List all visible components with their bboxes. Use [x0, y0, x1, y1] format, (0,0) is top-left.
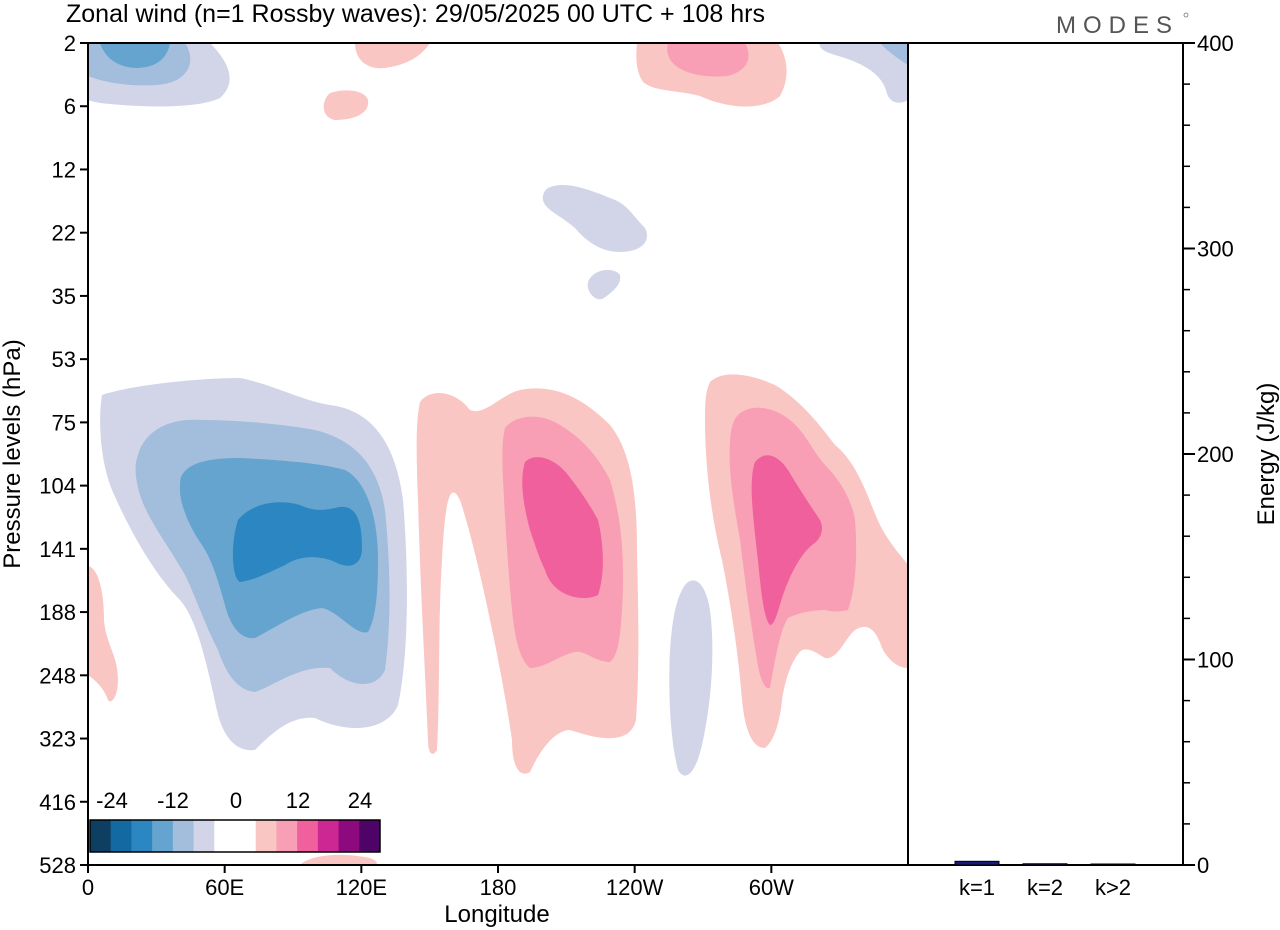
contour-pos-b-core	[751, 455, 823, 625]
energy-tick-label: 100	[1197, 648, 1234, 673]
energy-bar-label: k=1	[959, 875, 995, 900]
contour-pos-bottom-small	[300, 854, 377, 865]
colorbar-label: 24	[348, 788, 372, 813]
colorbar-swatch	[317, 820, 340, 852]
pressure-tick-label: 6	[64, 94, 76, 119]
energy-tick-label: 0	[1197, 853, 1209, 878]
energy-bar	[954, 860, 1000, 866]
energy-bar	[1090, 863, 1136, 866]
x-axis-title: Longitude	[444, 901, 549, 928]
chart-title: Zonal wind (n=1 Rossby waves): 29/05/202…	[66, 0, 765, 28]
pressure-tick-label: 75	[52, 410, 76, 435]
longitude-tick-label: 180	[480, 875, 517, 900]
energy-tick-label: 300	[1197, 237, 1234, 262]
pressure-tick-label: 188	[39, 600, 76, 625]
contour-neg-upper-left-inner	[100, 43, 170, 68]
contour-pos-upper-mid	[667, 43, 749, 77]
pressure-tick-label: 104	[39, 474, 76, 499]
colorbar-label: -12	[157, 788, 189, 813]
colorbar-swatch	[359, 820, 381, 852]
energy-bar	[1022, 863, 1068, 866]
colorbar-swatch	[90, 820, 112, 852]
energy-bars	[954, 860, 1136, 866]
colorbar-swatch	[235, 820, 257, 852]
contour-neg-upper-right-inner	[880, 43, 908, 65]
colorbar-label: 12	[286, 788, 310, 813]
colorbar-swatch	[338, 820, 360, 852]
colorbar-swatch	[110, 820, 132, 852]
logo-registered-mark	[1183, 12, 1189, 18]
contour-neg-main-core	[232, 502, 362, 582]
colorbar-swatch	[255, 820, 277, 852]
pressure-tick-label: 22	[52, 221, 76, 246]
pressure-axis: 2 6 12 22 35 53 75 104 141 188 248 323 416 528	[39, 31, 88, 878]
pressure-tick-label: 35	[52, 284, 76, 309]
contour-neg-upper-right	[819, 43, 908, 103]
colorbar-label: -24	[96, 788, 128, 813]
contour-neg-thin-band	[669, 580, 713, 776]
longitude-axis: 0 60E 120E 180 120W 60W	[82, 865, 794, 900]
longitude-tick-label: 60W	[749, 875, 794, 900]
pressure-tick-label: 53	[52, 347, 76, 372]
heatmap-field	[88, 43, 908, 865]
modes-logo: MODES	[1056, 12, 1179, 39]
energy-axis: 0 100 200 300 400	[1183, 31, 1234, 878]
longitude-tick-label: 120E	[336, 875, 387, 900]
longitude-tick-label: 60E	[205, 875, 244, 900]
contour-neg-mid-b	[587, 269, 621, 300]
colorbar-frame	[89, 819, 381, 853]
contour-pos-a-core	[522, 457, 603, 599]
energy-bar-labels: k=1 k=2 k>2	[959, 875, 1131, 900]
energy-axis-title: Energy (J/kg)	[1253, 383, 1280, 526]
pressure-tick-label: 2	[64, 31, 76, 56]
energy-tick-label: 200	[1197, 442, 1234, 467]
pressure-tick-label: 248	[39, 663, 76, 688]
longitude-tick-label: 120W	[606, 875, 664, 900]
contour-pos-left-edge	[88, 566, 118, 702]
colorbar-label: 0	[230, 788, 242, 813]
contour-pos-top-small	[355, 43, 430, 69]
pressure-tick-label: 323	[39, 727, 76, 752]
y-axis-title: Pressure levels (hPa)	[0, 339, 26, 568]
colorbar-swatch	[193, 820, 215, 852]
energy-bar-label: k=2	[1027, 875, 1063, 900]
longitude-tick-label: 0	[82, 875, 94, 900]
colorbar-swatch	[297, 820, 319, 852]
colorbar	[89, 819, 381, 853]
contour-neg-mid-a	[542, 185, 648, 252]
colorbar-swatch	[276, 820, 298, 852]
colorbar-swatch	[131, 820, 153, 852]
pressure-tick-label: 416	[39, 790, 76, 815]
pressure-tick-label: 141	[39, 537, 76, 562]
contour-pos-top-small-2	[323, 90, 369, 120]
pressure-tick-label: 528	[39, 853, 76, 878]
colorbar-swatch	[172, 820, 195, 852]
energy-tick-label: 400	[1197, 31, 1234, 56]
colorbar-swatch	[214, 820, 236, 852]
energy-bar-label: k>2	[1095, 875, 1131, 900]
pressure-tick-label: 12	[52, 157, 76, 182]
colorbar-swatch	[152, 820, 174, 852]
